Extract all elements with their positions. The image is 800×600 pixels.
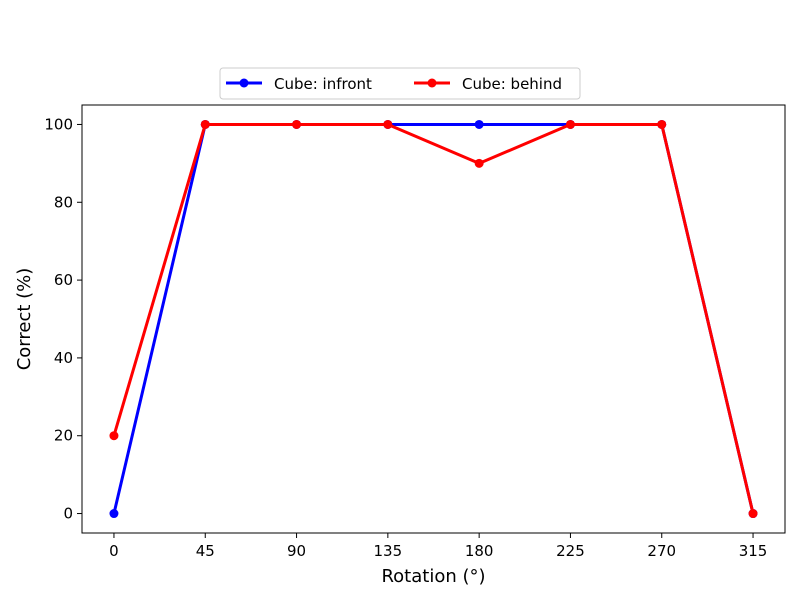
y-tick-label: 40 [54,349,73,367]
y-tick-label: 20 [54,427,73,445]
data-point-cube-behind [748,509,758,519]
y-tick-label: 0 [63,505,73,523]
legend-marker-cube-infront [239,78,249,88]
legend-entry-cube-infront: Cube: infront [226,75,372,93]
x-tick-label: 225 [556,542,585,560]
x-tick-label: 180 [465,542,494,560]
x-tick-label: 270 [647,542,676,560]
data-point-cube-behind [474,158,484,168]
y-tick-label: 60 [54,271,73,289]
x-tick-label: 0 [109,542,119,560]
y-tick-label: 80 [54,193,73,211]
data-point-cube-behind [657,119,667,129]
data-point-cube-behind [200,119,210,129]
data-point-cube-infront [474,119,484,129]
plot-area [81,104,786,534]
data-point-cube-behind [109,431,119,441]
x-axis-ticks: 0 45 90 135 180 225 270 315 [109,533,767,560]
x-axis-label: Rotation (°) [381,566,485,587]
data-point-cube-behind [383,119,393,129]
data-point-cube-infront [109,509,119,519]
legend-entry-cube-behind: Cube: behind [414,75,562,93]
series-line-cube-behind [112,122,755,514]
x-tick-label: 90 [287,542,306,560]
legend-marker-cube-behind [427,78,437,88]
data-point-cube-behind [565,119,575,129]
y-axis-label: Correct (%) [14,268,35,371]
y-tick-label: 100 [44,115,73,133]
legend: Cube: infront Cube: behind [219,67,581,100]
x-tick-label: 45 [196,542,215,560]
series-layer [109,119,758,519]
y-axis-ticks: 0 20 40 60 80 100 [44,115,82,523]
legend-box [219,67,581,100]
legend-label-cube-behind: Cube: behind [462,75,562,93]
x-tick-label: 135 [374,542,403,560]
x-tick-label: 315 [739,542,768,560]
data-point-cube-behind [292,119,302,129]
legend-label-cube-infront: Cube: infront [274,75,372,93]
